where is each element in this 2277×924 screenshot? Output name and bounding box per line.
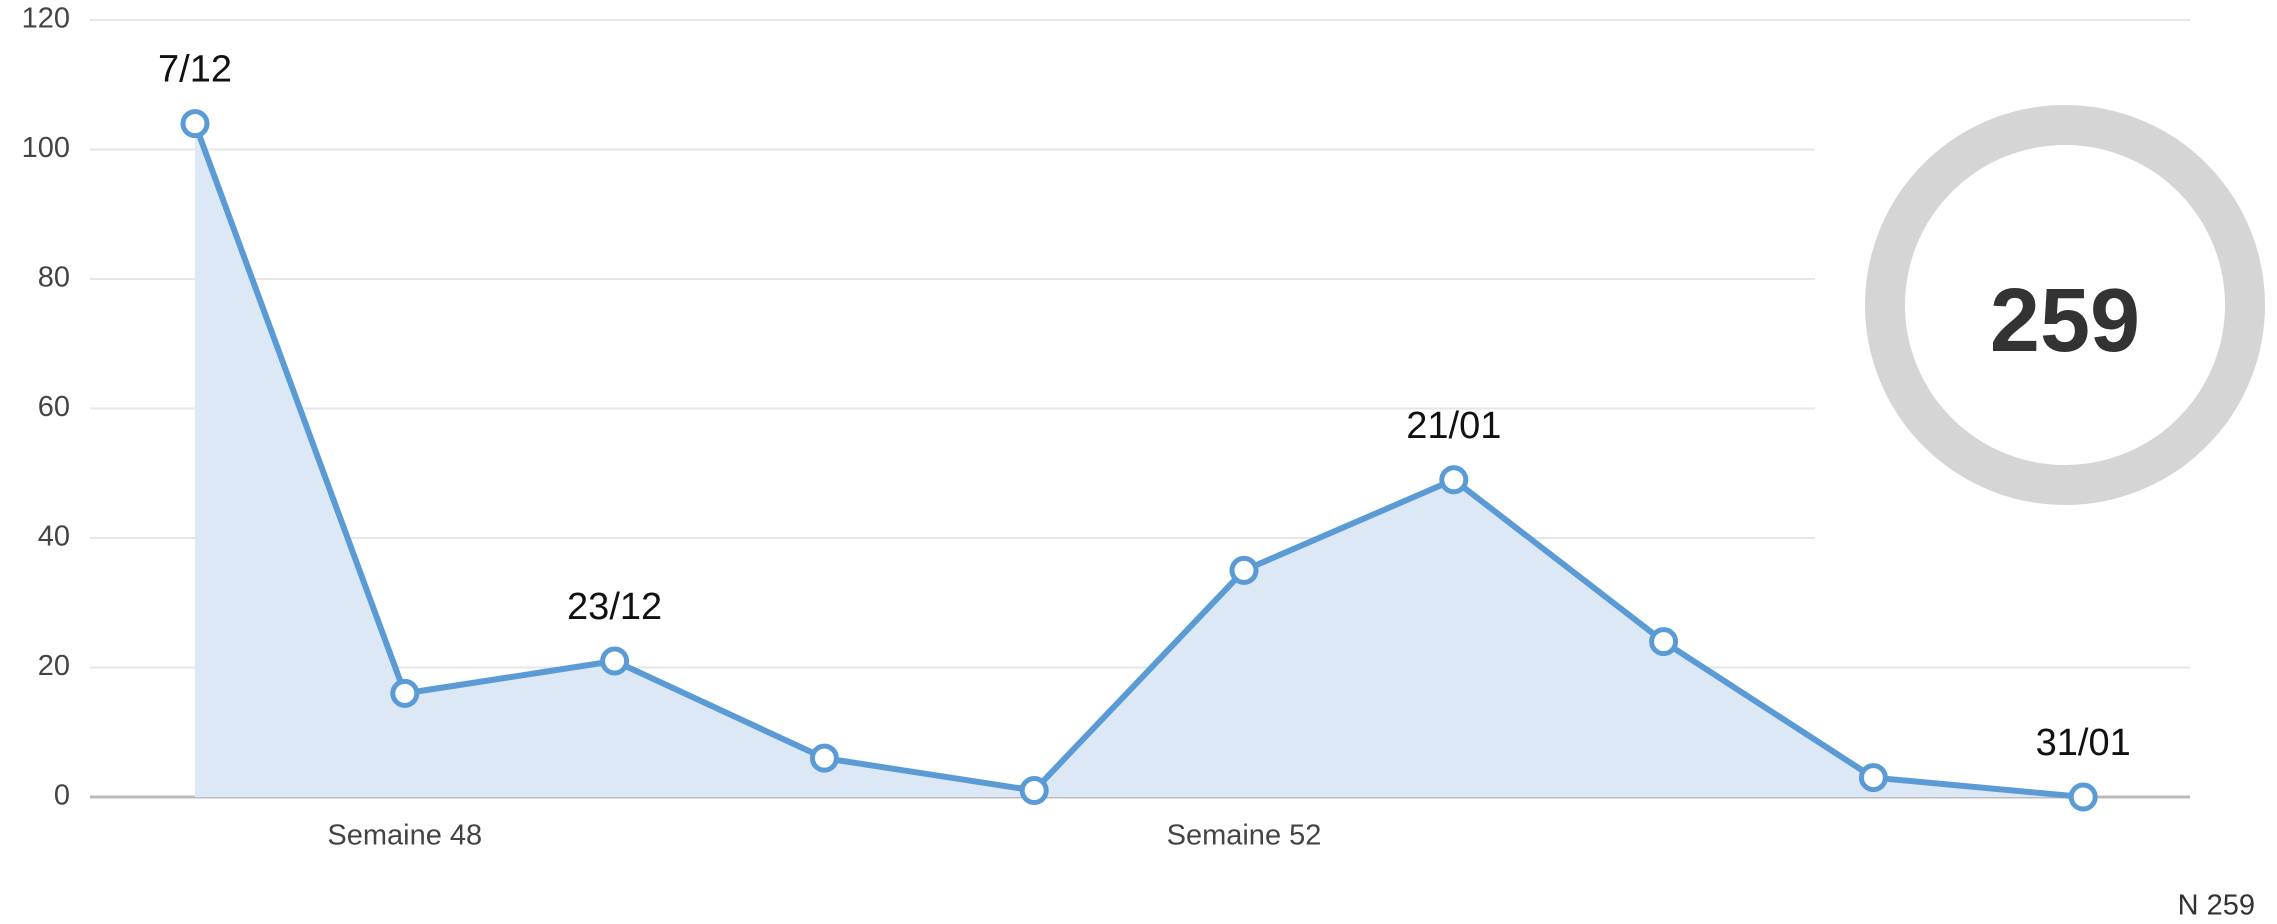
line [192,122,2084,800]
donut-ring [1865,105,2265,505]
y-tick-label: 20 [38,650,70,682]
x-tick-label: Semaine 52 [1167,820,1322,852]
point-label: 21/01 [1406,405,1501,447]
point [600,646,630,676]
point-label: 31/01 [2036,722,2131,764]
point [390,678,420,708]
point-label: 23/12 [567,586,662,628]
point [1229,555,1259,585]
point [1439,465,1469,495]
footnote: N 259 [2178,890,2255,922]
y-tick-label: 100 [22,132,70,164]
x-tick-label: Semaine 48 [327,820,482,852]
point [1019,776,1049,806]
y-tick-label: 0 [54,780,70,812]
area [195,123,2084,798]
point [180,109,210,139]
point-label: 7/12 [158,49,232,91]
y-tick-label: 40 [38,521,70,553]
y-tick-label: 60 [38,391,70,423]
y-tick-label: 80 [38,262,70,294]
point [1649,627,1679,657]
point [2068,782,2098,812]
y-tick-label: 120 [22,3,70,35]
total-value: 259 [1990,271,2140,371]
point [1858,763,1888,793]
point [809,743,839,773]
